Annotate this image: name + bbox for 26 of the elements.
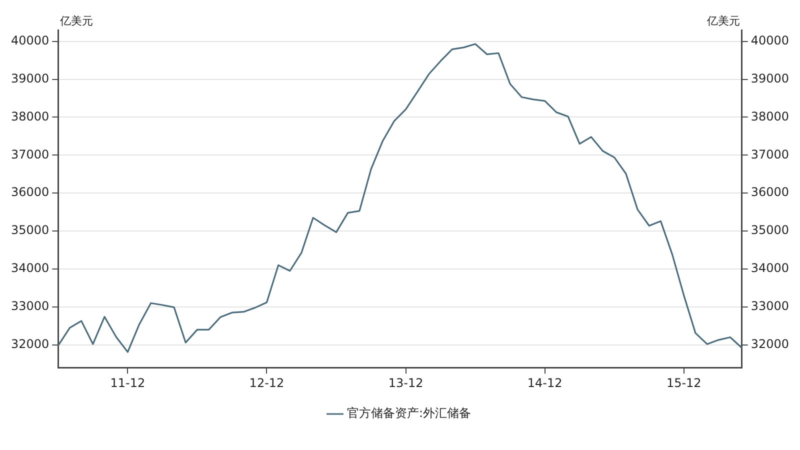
y-tick-label: 36000: [10, 185, 50, 200]
y-tick-label: 37000: [10, 147, 50, 162]
y-tick-label: 34000: [10, 261, 50, 276]
x-tick-label: 14-12: [527, 376, 562, 390]
y2-tick-label: 36000: [750, 185, 790, 200]
y2-tick-label: 39000: [750, 71, 790, 86]
y2-tick-label: 34000: [750, 261, 790, 276]
y2-tick-label: 35000: [750, 223, 790, 238]
y2-axis-title: 亿美元: [706, 14, 740, 28]
y-tick-label: 39000: [10, 71, 50, 86]
y2-tick-label: 33000: [750, 299, 790, 314]
legend-label: 官方储备资产:外汇储备: [346, 406, 472, 420]
x-tick-label: 13-12: [388, 376, 424, 390]
y-tick-label: 40000: [10, 34, 50, 48]
y-tick-label: 32000: [10, 336, 50, 351]
y-axis-title: 亿美元: [59, 14, 94, 28]
y-tick-label: 35000: [10, 223, 50, 238]
y2-tick-label: 32000: [750, 336, 790, 351]
y-tick-label: 33000: [10, 299, 50, 314]
x-tick-label: 11-12: [110, 376, 146, 390]
y2-tick-label: 38000: [750, 109, 790, 124]
y2-tick-label: 40000: [750, 34, 790, 48]
x-tick-label: 15-12: [666, 376, 702, 390]
y2-tick-label: 37000: [750, 147, 790, 162]
x-tick-label: 12-12: [249, 376, 284, 390]
y-tick-label: 38000: [10, 109, 50, 124]
